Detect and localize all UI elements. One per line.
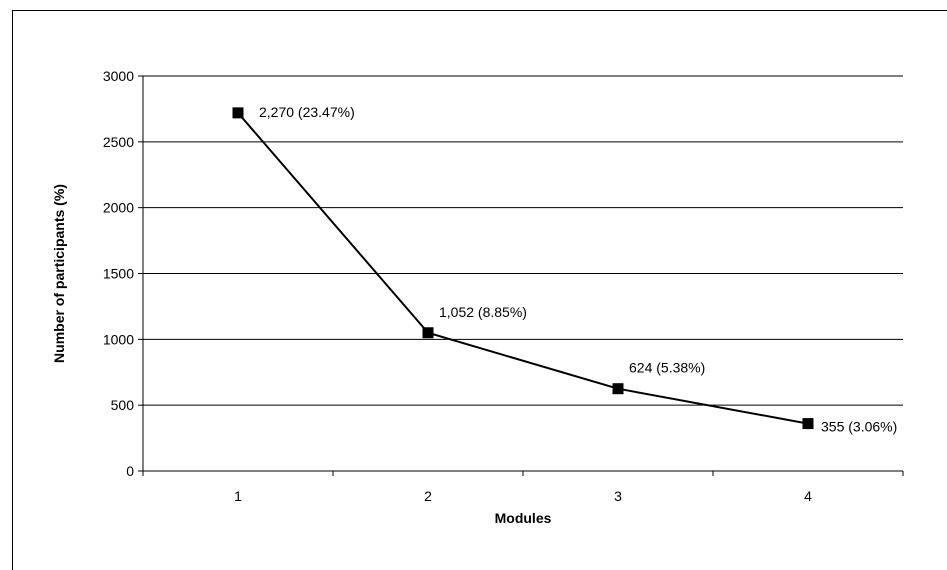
y-axis-ticks: 0 500 1000 1500 2000 2500 3000 bbox=[103, 68, 143, 479]
data-labels: 2,270 (23.47%) 1,052 (8.85%) 624 (5.38%) 35… bbox=[259, 104, 897, 435]
x-tick-label: 3 bbox=[614, 488, 622, 504]
data-point-marker bbox=[232, 107, 244, 119]
data-label: 1,052 (8.85%) bbox=[439, 304, 527, 320]
y-tick-label: 3000 bbox=[103, 68, 134, 84]
gridlines bbox=[143, 75, 903, 406]
x-tick-label: 1 bbox=[234, 488, 242, 504]
data-label: 2,270 (23.47%) bbox=[259, 104, 355, 120]
data-label: 355 (3.06%) bbox=[821, 419, 897, 435]
x-axis-title: Modules bbox=[495, 510, 552, 526]
series-group bbox=[232, 107, 814, 430]
data-point-marker bbox=[802, 418, 814, 430]
chart-frame bbox=[12, 10, 947, 570]
y-axis-title: Number of participants (%) bbox=[51, 184, 67, 363]
y-tick-label: 1000 bbox=[103, 331, 134, 347]
y-tick-label: 1500 bbox=[103, 266, 134, 282]
data-point-marker bbox=[422, 327, 434, 339]
data-label: 624 (5.38%) bbox=[629, 360, 705, 376]
x-axis-ticks: 1 2 3 4 bbox=[142, 471, 904, 504]
y-tick-label: 500 bbox=[111, 397, 135, 413]
series-line bbox=[237, 112, 809, 425]
y-tick-label: 2000 bbox=[103, 200, 134, 216]
y-tick-label: 0 bbox=[126, 463, 134, 479]
x-tick-label: 4 bbox=[804, 488, 812, 504]
y-tick-label: 2500 bbox=[103, 134, 134, 150]
x-tick-label: 2 bbox=[424, 488, 432, 504]
data-point-marker bbox=[612, 383, 624, 395]
